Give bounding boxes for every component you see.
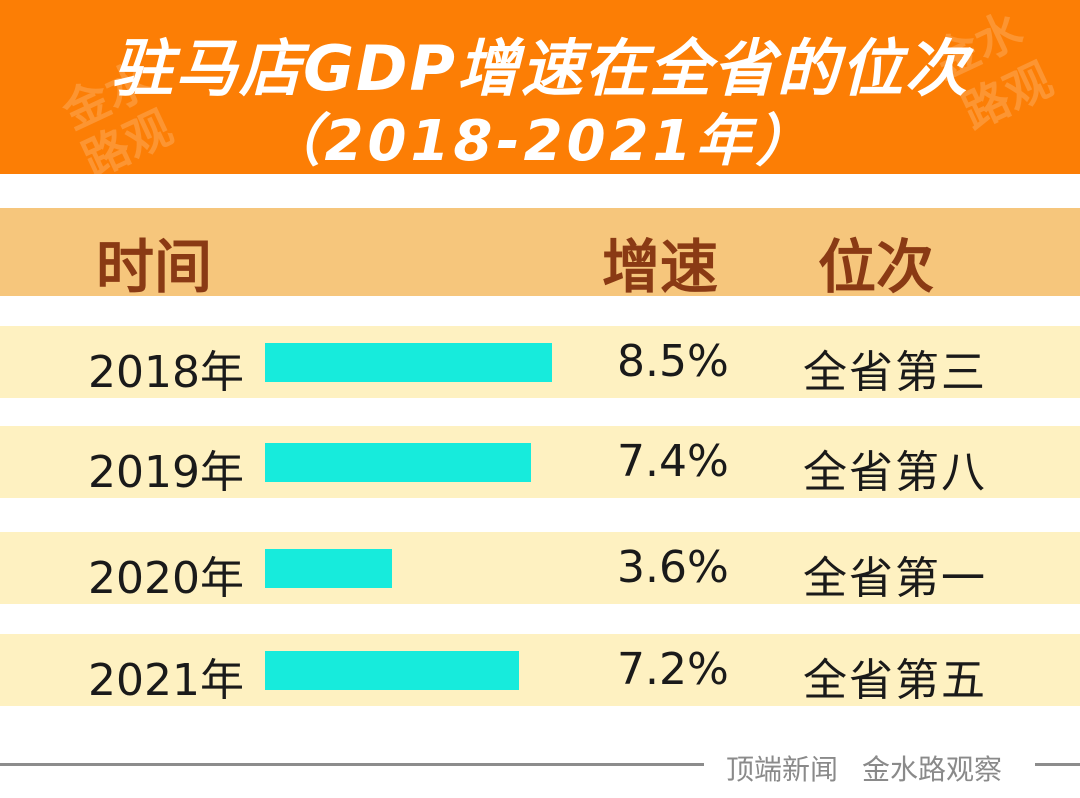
row-year: 2021年 (88, 655, 244, 706)
table-row: 2020年 3.6% 全省第一 (0, 532, 1080, 604)
footer-source-2: 金水路观察 (862, 753, 1003, 786)
row-year: 2020年 (88, 553, 244, 604)
row-rank: 全省第八 (803, 447, 987, 498)
row-rank: 全省第一 (803, 553, 987, 604)
footer-source-1: 顶端新闻 (726, 753, 839, 786)
row-growth-value: 3.6% (617, 542, 729, 593)
chart-title: 驻马店GDP增速在全省的位次 (111, 32, 969, 105)
growth-bar (265, 549, 392, 588)
column-header-time: 时间 (96, 233, 213, 301)
row-growth-value: 7.4% (617, 436, 729, 487)
row-year: 2019年 (88, 447, 244, 498)
column-header-growth: 增速 (602, 233, 719, 301)
footer-credits: 顶端新闻 金水路观察 (726, 748, 1002, 788)
chart-subtitle: （2018-2021年） (264, 109, 816, 174)
growth-bar (265, 443, 531, 482)
title-banner: 金水 路观 金水 路观 驻马店GDP增速在全省的位次 （2018-2021年） (0, 0, 1080, 188)
row-rank: 全省第三 (803, 347, 987, 398)
row-growth-value: 8.5% (617, 336, 729, 387)
row-growth-value: 7.2% (617, 644, 729, 695)
row-year: 2018年 (88, 347, 244, 398)
row-rank: 全省第五 (803, 655, 987, 706)
table-row: 2018年 8.5% 全省第三 (0, 326, 1080, 398)
column-header-row: 时间 增速 位次 (0, 208, 1080, 301)
table-row: 2019年 7.4% 全省第八 (0, 426, 1080, 498)
growth-bar (265, 343, 552, 382)
column-header-rank: 位次 (818, 233, 935, 301)
footer-divider-right (1035, 763, 1080, 766)
footer-divider-left (0, 763, 704, 766)
growth-bar (265, 651, 519, 690)
table-row: 2021年 7.2% 全省第五 (0, 634, 1080, 706)
